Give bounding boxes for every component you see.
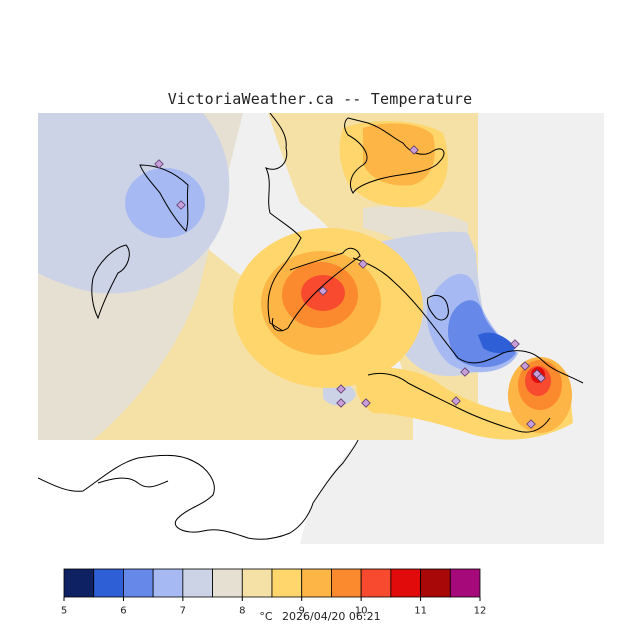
coastline-north-island <box>344 117 445 194</box>
coastline-inlet <box>271 247 361 332</box>
legend-bin <box>301 568 332 598</box>
station-marker <box>451 396 461 406</box>
band-9-9.5-north <box>363 123 435 186</box>
legend-tick-label: 6 <box>120 605 126 616</box>
legend-tick-label: 7 <box>180 605 186 616</box>
legend-bin <box>360 568 392 598</box>
station-marker <box>154 159 164 169</box>
legend-bin <box>271 568 303 598</box>
station-marker <box>361 398 371 408</box>
legend-bin <box>93 568 124 598</box>
legend-bin <box>241 568 273 598</box>
station-marker <box>336 384 346 394</box>
coastline-small-island <box>91 244 130 320</box>
coastline-south-mainland <box>38 439 359 540</box>
legend-bin <box>449 568 481 598</box>
legend-bin <box>123 568 154 598</box>
coastline-saltspring <box>427 295 449 321</box>
station-marker <box>526 419 536 429</box>
legend-tick-label: 10 <box>355 605 368 616</box>
coastline-mainland-west <box>265 113 302 332</box>
unit-label: °C <box>259 610 273 623</box>
station-marker <box>460 367 470 377</box>
station-marker <box>358 259 368 269</box>
legend-bin <box>152 568 184 598</box>
coastline-river <box>97 477 169 488</box>
coastlines <box>38 113 584 540</box>
legend-tick-label: 5 <box>61 605 67 616</box>
station-marker <box>336 398 346 408</box>
stations <box>154 145 546 429</box>
legend-footer: °C 2026/04/20 06:21 <box>0 610 640 623</box>
map-title: VictoriaWeather.ca -- Temperature <box>167 90 473 108</box>
legend-bin <box>212 568 243 598</box>
band-5.5-6 <box>478 332 516 354</box>
legend-bins <box>63 568 481 598</box>
legend-bin <box>182 568 213 598</box>
legend-tick-label: 12 <box>474 605 487 616</box>
legend-tick-label: 9 <box>299 605 305 616</box>
band-7-7.5-patch <box>323 382 356 406</box>
station-marker <box>409 145 419 155</box>
coastline-big-island <box>139 164 189 232</box>
station-marker <box>536 373 546 383</box>
coastline-south-islands <box>367 372 551 433</box>
station-marker <box>176 200 186 210</box>
legend-bin <box>331 568 362 598</box>
coastline-east-peninsula <box>352 257 584 384</box>
legend-ticks: 5 6 7 8 9 10 11 12 <box>61 597 487 616</box>
temperature-map <box>38 113 604 544</box>
legend-bin <box>390 568 421 598</box>
station-marker <box>318 286 328 296</box>
legend-tick-label: 8 <box>239 605 245 616</box>
station-marker <box>520 361 530 371</box>
station-marker <box>510 339 520 349</box>
unmapped-area <box>38 440 358 544</box>
legend-bin <box>63 568 95 598</box>
timestamp: 2026/04/20 06:21 <box>282 610 381 623</box>
color-legend: 5 6 7 8 9 10 11 12 <box>61 568 487 616</box>
legend-tick-label: 11 <box>414 605 427 616</box>
legend-bin <box>420 568 451 598</box>
